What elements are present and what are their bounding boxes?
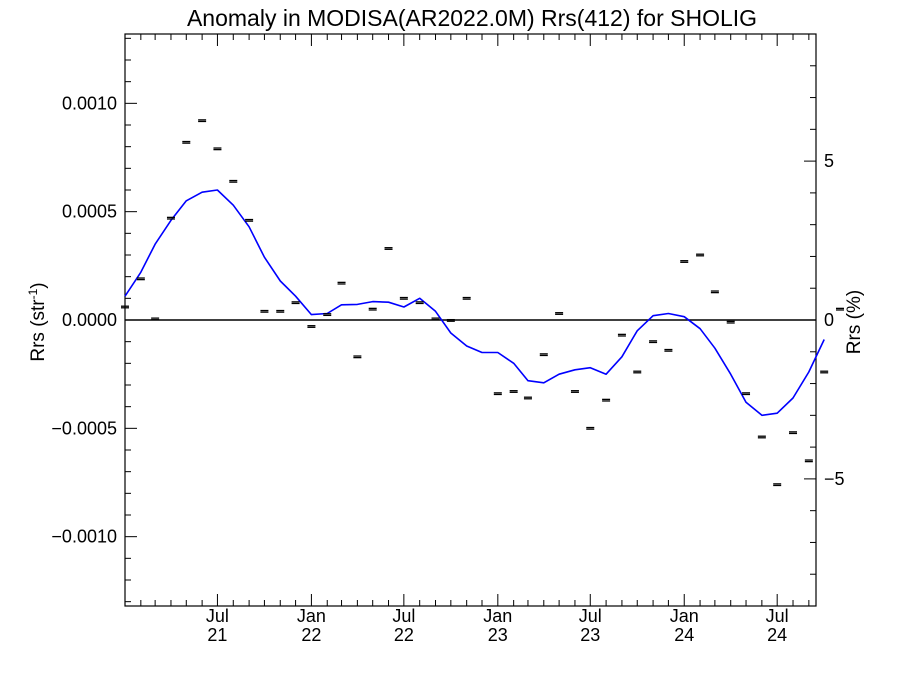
x-tick-label-year: 22 bbox=[394, 625, 414, 645]
data-point bbox=[539, 353, 548, 357]
data-point bbox=[337, 281, 346, 285]
chart-title: Anomaly in MODISA(AR2022.0M) Rrs(412) fo… bbox=[187, 5, 757, 31]
x-tick-label-year: 24 bbox=[767, 625, 787, 645]
data-point bbox=[509, 390, 518, 393]
x-tick-label-year: 22 bbox=[301, 625, 321, 645]
anomaly-point-series bbox=[121, 119, 845, 487]
data-point bbox=[773, 483, 782, 487]
y-right-tick-label: 5 bbox=[824, 151, 834, 171]
data-point bbox=[121, 305, 129, 309]
data-point bbox=[664, 348, 673, 352]
data-point bbox=[586, 426, 595, 430]
data-point bbox=[820, 370, 829, 374]
data-point bbox=[368, 307, 377, 311]
data-point bbox=[696, 253, 705, 257]
data-point bbox=[213, 147, 222, 151]
data-point bbox=[166, 216, 175, 220]
x-tick-label-month: Jul bbox=[766, 606, 789, 626]
data-point bbox=[602, 398, 611, 402]
data-point bbox=[229, 179, 238, 183]
data-point bbox=[570, 390, 579, 393]
y-left-tick-label: 0.0005 bbox=[62, 202, 117, 222]
tick-labels: Jul21Jan22Jul22Jan23Jul23Jan24Jul240.001… bbox=[51, 93, 844, 645]
x-tick-label-year: 24 bbox=[674, 625, 694, 645]
x-tick-label-month: Jan bbox=[297, 606, 326, 626]
y-left-tick-label: 0.0010 bbox=[62, 93, 117, 113]
x-tick-label-month: Jan bbox=[670, 606, 699, 626]
data-point bbox=[493, 392, 502, 396]
data-point bbox=[836, 307, 845, 311]
data-point bbox=[757, 435, 766, 439]
x-tick-label-year: 23 bbox=[580, 625, 600, 645]
y-axis-left-label-text: Rrs (str bbox=[28, 299, 49, 362]
data-point bbox=[276, 309, 285, 313]
data-point bbox=[617, 333, 626, 337]
y-left-tick-label: 0.0000 bbox=[62, 310, 117, 330]
data-point bbox=[649, 340, 658, 344]
x-tick-label-month: Jan bbox=[483, 606, 512, 626]
y-left-tick-label: −0.0010 bbox=[51, 527, 117, 547]
y-axis-left-label: Rrs (str-1) bbox=[26, 282, 49, 361]
y-left-tick-label: −0.0005 bbox=[51, 418, 117, 438]
data-point bbox=[198, 119, 207, 123]
y-axis-left-label-sup: -1 bbox=[26, 288, 40, 299]
x-tick-label-month: Jul bbox=[579, 606, 602, 626]
anomaly-line-series bbox=[124, 189, 825, 417]
data-point bbox=[260, 309, 269, 313]
data-point bbox=[446, 318, 455, 322]
tick-marks bbox=[124, 33, 816, 607]
data-point bbox=[415, 301, 424, 305]
data-point bbox=[136, 277, 145, 281]
data-point bbox=[323, 313, 332, 317]
x-tick-label-month: Jul bbox=[392, 606, 415, 626]
x-tick-label-month: Jul bbox=[206, 606, 229, 626]
data-point bbox=[307, 325, 316, 328]
y-right-tick-label: 0 bbox=[824, 310, 834, 330]
data-point bbox=[384, 247, 393, 250]
data-point bbox=[245, 218, 254, 222]
data-point bbox=[431, 317, 440, 321]
data-point bbox=[462, 296, 471, 300]
x-tick-label-year: 21 bbox=[207, 625, 227, 645]
data-point bbox=[523, 396, 532, 400]
data-point bbox=[804, 459, 813, 463]
data-point bbox=[789, 431, 798, 435]
data-point bbox=[726, 320, 735, 324]
y-axis-left-label-close: ) bbox=[28, 282, 49, 288]
data-point bbox=[151, 317, 160, 321]
x-tick-label-year: 23 bbox=[488, 625, 508, 645]
data-point bbox=[680, 260, 689, 263]
data-point bbox=[291, 301, 300, 305]
y-right-tick-label: −5 bbox=[824, 469, 845, 489]
data-point bbox=[555, 312, 564, 315]
data-point bbox=[633, 370, 642, 374]
anomaly-line bbox=[124, 189, 825, 417]
data-point bbox=[710, 290, 719, 294]
data-point bbox=[399, 296, 408, 300]
data-point bbox=[742, 392, 751, 396]
data-point bbox=[353, 355, 362, 359]
data-point bbox=[182, 140, 191, 144]
y-axis-right-label: Rrs (%) bbox=[844, 290, 865, 354]
